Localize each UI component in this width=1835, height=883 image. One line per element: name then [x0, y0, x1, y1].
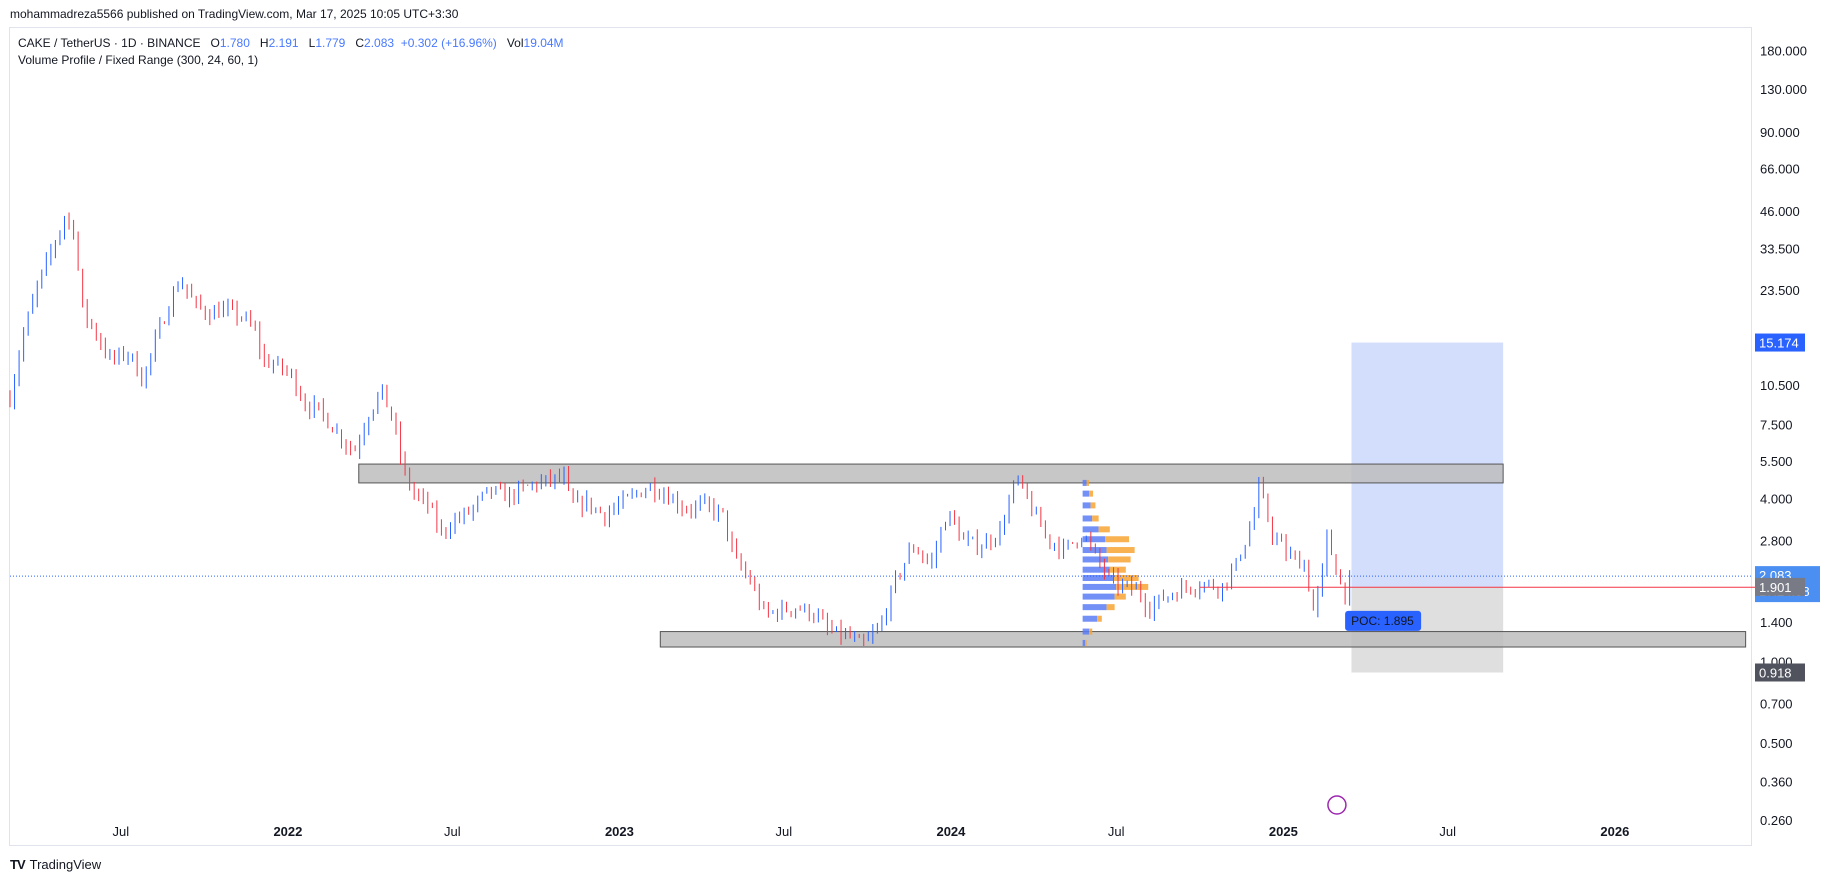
x-tick-label: 2025	[1269, 824, 1298, 839]
profile-bar-up	[1082, 574, 1114, 581]
entry-price-badge-box	[1755, 577, 1805, 596]
chart-frame[interactable]	[9, 27, 1752, 846]
profile-bar-up	[1082, 604, 1107, 611]
profile-bar-up	[1082, 479, 1087, 486]
profile-bar-up	[1082, 615, 1098, 622]
profile-bar-down	[1098, 526, 1110, 533]
indicator-title[interactable]: Volume Profile / Fixed Range (300, 24, 6…	[18, 53, 259, 67]
profile-bar-up	[1082, 515, 1093, 522]
profile-bar-up	[1082, 490, 1090, 497]
y-tick-label: 0.260	[1760, 813, 1793, 828]
y-tick-label: 90.000	[1760, 125, 1800, 140]
y-tick-label: 23.500	[1760, 283, 1800, 298]
symbol-title[interactable]: CAKE / TetherUS · 1D · BINANCE	[18, 36, 201, 50]
profile-bar-down	[1097, 615, 1102, 622]
profile-bar-up	[1082, 628, 1090, 635]
profile-bar-up	[1082, 639, 1086, 646]
y-tick-label: 0.500	[1760, 736, 1793, 751]
x-tick-label: 2022	[273, 824, 302, 839]
profile-bar-down	[1113, 574, 1139, 581]
profile-bar-up	[1082, 593, 1115, 600]
profile-bar-down	[1089, 490, 1094, 497]
zone-rect-2	[659, 631, 1747, 648]
profile-bar-down	[1086, 479, 1090, 486]
y-tick-label: 33.500	[1760, 241, 1800, 256]
profile-bar-down	[1092, 515, 1099, 522]
ohlc-line: CAKE / TetherUS · 1D · BINANCE O1.780 H2…	[18, 35, 564, 52]
high-value: 2.191	[268, 36, 299, 50]
profile-bar-up	[1082, 526, 1099, 533]
chart-legend: CAKE / TetherUS · 1D · BINANCE O1.780 H2…	[18, 35, 564, 69]
footer: TV TradingView	[10, 857, 101, 872]
y-tick-label: 130.000	[1760, 82, 1807, 97]
low-label: L	[308, 36, 316, 50]
zone-rect-1	[358, 463, 1504, 484]
poc-tooltip-label: POC: 1.895	[1351, 614, 1414, 628]
high-label: H	[259, 36, 269, 50]
profile-bar-down	[1108, 556, 1131, 563]
profile-bar-down	[1085, 639, 1087, 646]
y-tick-label: 66.000	[1760, 162, 1800, 177]
candles-group	[9, 212, 1351, 647]
profile-bar-down	[1106, 547, 1135, 554]
y-tick-label: 4.000	[1760, 491, 1793, 506]
y-tick-label: 5.500	[1760, 454, 1793, 469]
low-value: 1.779	[315, 36, 346, 50]
profile-bar-up	[1082, 583, 1117, 590]
x-tick-label: Jul	[1439, 824, 1456, 839]
open-value: 1.780	[219, 36, 250, 50]
profile-bar-down	[1089, 628, 1093, 635]
y-tick-label: 46.000	[1760, 204, 1800, 219]
change-value: +0.302 (+16.96%)	[400, 36, 497, 50]
stop-price-badge-box	[1755, 663, 1805, 682]
x-tick-label: Jul	[776, 824, 793, 839]
open-label: O	[210, 36, 220, 50]
profile-bar-down	[1105, 536, 1130, 543]
tradingview-logo-icon[interactable]: TV	[10, 857, 26, 872]
entry-price-badge: 1.901	[1759, 580, 1792, 595]
x-tick-label: 2026	[1600, 824, 1629, 839]
target-price-badge-box	[1755, 333, 1805, 352]
brand-name: TradingView	[29, 857, 102, 872]
y-tick-label: 1.400	[1760, 615, 1793, 630]
y-tick-label: 2.800	[1760, 533, 1793, 548]
y-tick-label: 180.000	[1760, 44, 1807, 59]
profile-bar-down	[1090, 502, 1096, 509]
x-tick-label: 2024	[936, 824, 966, 839]
y-tick-label: 7.500	[1760, 417, 1793, 432]
y-tick-label: 0.700	[1760, 696, 1793, 711]
profile-bar-down	[1114, 593, 1126, 600]
profile-bar-up	[1082, 536, 1106, 543]
x-tick-label: Jul	[112, 824, 129, 839]
profile-bar-down	[1106, 604, 1115, 611]
y-tick-label: 10.500	[1760, 378, 1800, 393]
close-value: 2.083	[364, 36, 395, 50]
profile-bar-down	[1116, 583, 1149, 590]
publish-info: mohammadreza5566 published on TradingVie…	[10, 7, 459, 21]
close-label: C	[355, 36, 365, 50]
target-price-badge: 15.174	[1759, 336, 1799, 351]
volume-label: Vol	[506, 36, 524, 50]
poc-tooltip-box	[1345, 610, 1422, 631]
stop-price-badge: 0.918	[1759, 665, 1792, 680]
x-tick-label: Jul	[444, 824, 461, 839]
profile-bar-up	[1082, 556, 1109, 563]
profile-bar-up	[1082, 502, 1091, 509]
lightning-icon	[1327, 795, 1347, 815]
profile-bar-up	[1082, 547, 1107, 554]
y-tick-label: 0.360	[1760, 775, 1793, 790]
x-tick-label: 2023	[605, 824, 634, 839]
x-tick-label: Jul	[1108, 824, 1125, 839]
profile-bar-up	[1082, 566, 1110, 573]
volume-value: 19.04M	[523, 36, 564, 50]
